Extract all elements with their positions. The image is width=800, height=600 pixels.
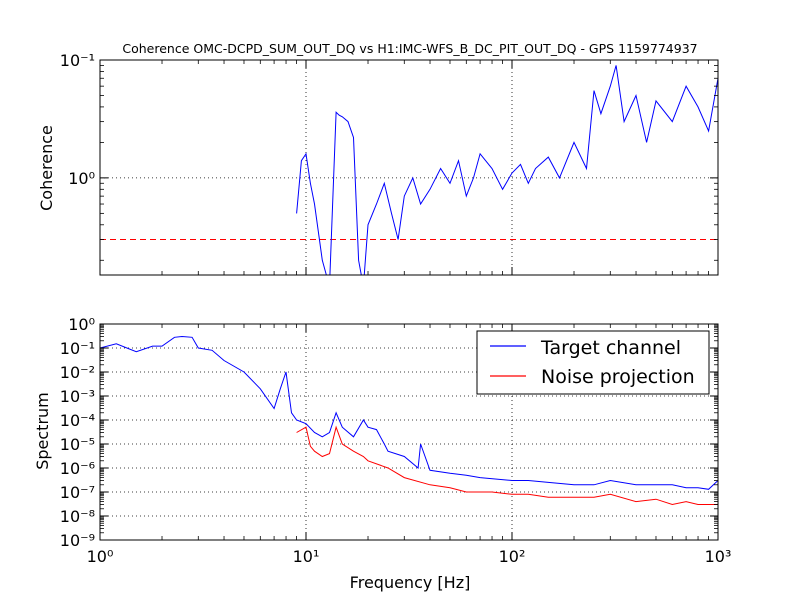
spectrum-series-target-channel-line: [100, 335, 718, 490]
coherence-tick-label-y: 10⁰: [68, 169, 95, 188]
legend-label-target: Target channel: [540, 337, 681, 359]
spectrum-tick-label-y: 10⁰: [68, 315, 95, 334]
spectrum-tick-label-y: 10⁻³: [60, 387, 95, 406]
coherence-ylabel: Coherence: [37, 125, 56, 211]
spectrum-tick-label-y: 10⁻⁴: [60, 411, 95, 430]
spectrum-tick-label-x: 10³: [705, 547, 732, 566]
legend-label-noise: Noise projection: [541, 366, 695, 388]
spectrum-tick-label-y: 10⁻²: [60, 363, 95, 382]
spectrum-tick-label-x: 10¹: [293, 547, 320, 566]
spectrum-tick-label-x: 10²: [499, 547, 526, 566]
coherence-panel: Coherence OMC-DCPD_SUM_OUT_DQ vs H1:IMC-…: [37, 41, 719, 276]
spectrum-tick-label-y: 10⁻⁶: [60, 459, 95, 478]
spectrum-tick-label-y: 10⁻⁵: [60, 435, 95, 454]
spectrum-tick-label-x: 10⁰: [87, 547, 114, 566]
spectrum-series-noise-projection-line: [296, 425, 718, 506]
legend-box: [476, 330, 710, 395]
spectrum-tick-label-y: 10⁻⁸: [60, 507, 95, 526]
spectrum-tick-label-y: 10⁻⁹: [60, 531, 95, 550]
coherence-axes-frame: [99, 59, 719, 276]
coherence-series-0-line: [296, 65, 718, 275]
legend: Target channel Noise projection: [476, 330, 710, 395]
coherence-title: Coherence OMC-DCPD_SUM_OUT_DQ vs H1:IMC-…: [122, 41, 697, 56]
spectrum-panel: Spectrum Frequency [Hz] 10⁰ 10¹ 10² 10³10⁰1…: [33, 315, 731, 592]
coherence-tick-label-y: 10⁻¹: [60, 51, 95, 70]
spectrum-axes-frame: [99, 323, 719, 541]
spectrum-tick-label-y: 10⁻⁷: [60, 483, 95, 502]
spectrum-ylabel: Spectrum: [33, 392, 52, 470]
spectrum-tick-label-y: 10⁻¹: [60, 339, 95, 358]
spectrum-xlabel: Frequency [Hz]: [350, 573, 471, 592]
